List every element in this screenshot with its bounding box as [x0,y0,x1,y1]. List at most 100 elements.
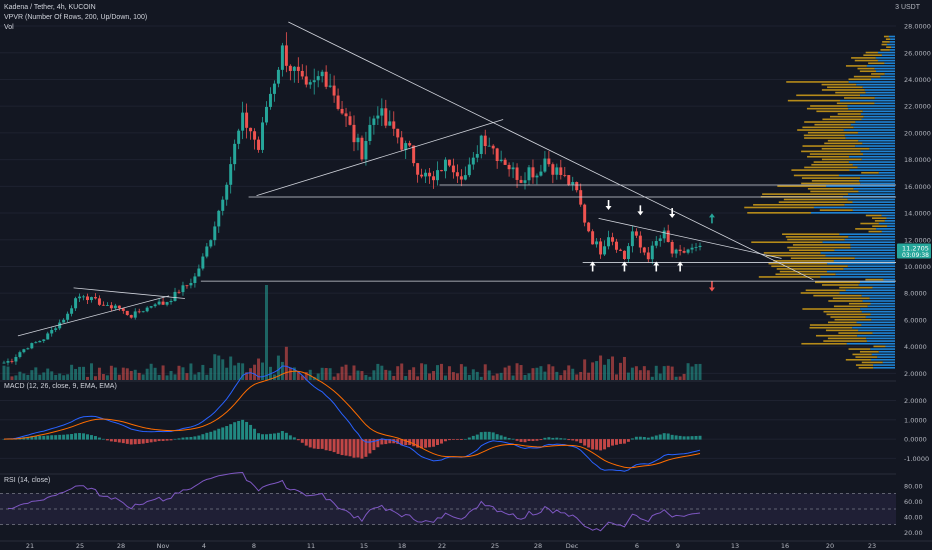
vp-down-bar [790,257,855,260]
macd-histogram-bar [141,439,145,444]
currency-label: 3 USDT [895,4,920,11]
volume-bar [173,374,177,380]
vol-label[interactable]: Vol [4,24,14,31]
candle-body [459,176,463,180]
macd-histogram-bar [276,432,280,440]
macd-histogram-bar [503,436,507,440]
vp-up-bar [834,249,895,252]
candle-body [129,315,133,318]
candle-body [603,246,607,255]
candle-body [328,85,332,87]
trend-drawings [17,21,814,337]
candle-body [82,296,86,298]
chart-title: Kadena / Tether, 4h, KUCOIN [4,4,96,11]
macd-histogram-bar [467,437,471,440]
time-tick-label: 25 [76,542,84,550]
candle-body [499,159,503,162]
rsi-label[interactable]: RSI (14, close) [4,477,51,484]
vp-down-bar [753,204,845,206]
candle-body [344,113,348,117]
volume-bar [58,373,62,380]
vp-up-bar [835,273,895,276]
macd-histogram-bar [591,439,595,450]
macd-histogram-bar [145,439,149,443]
vp-up-bar [860,150,895,153]
time-tick-label: 9 [676,542,680,550]
vp-down-bar [833,305,868,308]
vp-up-bar [858,190,895,193]
macd-histogram-bar [587,439,591,448]
volume-bar [18,371,22,380]
vp-down-bar [802,145,856,147]
volume-bar [646,370,650,380]
candle-body [149,306,153,308]
candle-body [133,311,137,318]
trendline-rising [256,119,504,197]
candle-body [58,322,62,329]
vp-up-bar [848,236,895,238]
volume-bar [388,370,392,380]
macd-histogram-bar [440,439,443,444]
macd-label[interactable]: MACD (12, 26, close, 9, EMA, EMA) [4,383,117,390]
vp-down-bar [848,302,871,305]
volume-bar [511,375,515,380]
macd-histogram-bar [551,437,555,440]
up-arrow-marker [677,261,684,266]
volume-bar [308,369,312,380]
candle-body [571,182,575,185]
price-axis: 28.0000 26.0000 24.0000 22.0000 20.0000 18.00… [896,0,932,550]
vp-down-bar [778,201,853,203]
macd-histogram-bar [459,439,463,440]
price-tick-label: 20.0000 [904,129,931,137]
candle-body [690,247,694,250]
vp-down-bar [791,169,850,171]
macd-histogram-bar [157,439,161,442]
vp-up-bar [866,340,895,342]
macd-histogram-bar [666,433,670,440]
vp-down-bar [872,217,887,219]
vp-down-bar [792,244,851,246]
candle-body [368,124,372,141]
vp-up-bar [861,324,895,326]
candle-body [288,65,292,71]
candle-body [14,356,18,362]
rsi-line [7,471,701,532]
macd-histogram-bar [82,433,86,440]
macd-tick-label: -1.0000 [904,455,929,463]
vp-down-bar [801,150,861,153]
macd-histogram-bar [555,437,559,440]
trendline-lower-wedge [17,295,170,337]
trendline-upper-wedge [73,287,185,299]
macd-histogram-bar [622,439,626,444]
candle-body [575,182,579,191]
signal-line [3,370,701,469]
macd-histogram-bar [221,427,225,440]
macd-histogram-bar [638,436,642,440]
volume-bar [137,372,141,380]
macd-histogram-bar [654,435,658,440]
vp-down-bar [811,163,853,166]
macd-histogram-bar [424,439,428,448]
volume-bar [161,365,165,380]
candle-body [587,222,591,232]
volume-bar [487,370,491,380]
vp-down-bar [806,107,849,110]
candle-body [245,112,249,128]
volume-bar [86,376,89,380]
vpvr-label[interactable]: VPVR (Number Of Rows, 200, Up/Down, 100) [4,14,148,21]
vp-down-bar [816,110,863,113]
volume-bar [189,363,193,380]
macd-histogram-bar [193,436,197,440]
volume-bar [153,367,157,380]
volume-bar [626,372,630,380]
vp-down-bar [813,294,862,297]
volume-bar [93,376,97,380]
candle-body [475,153,479,158]
vp-down-bar [768,262,828,265]
candle-body [257,139,261,150]
candle-body [479,135,483,154]
candle-body [46,333,50,340]
macd-histogram-bar [265,434,268,440]
macd-histogram-bar [308,439,312,448]
